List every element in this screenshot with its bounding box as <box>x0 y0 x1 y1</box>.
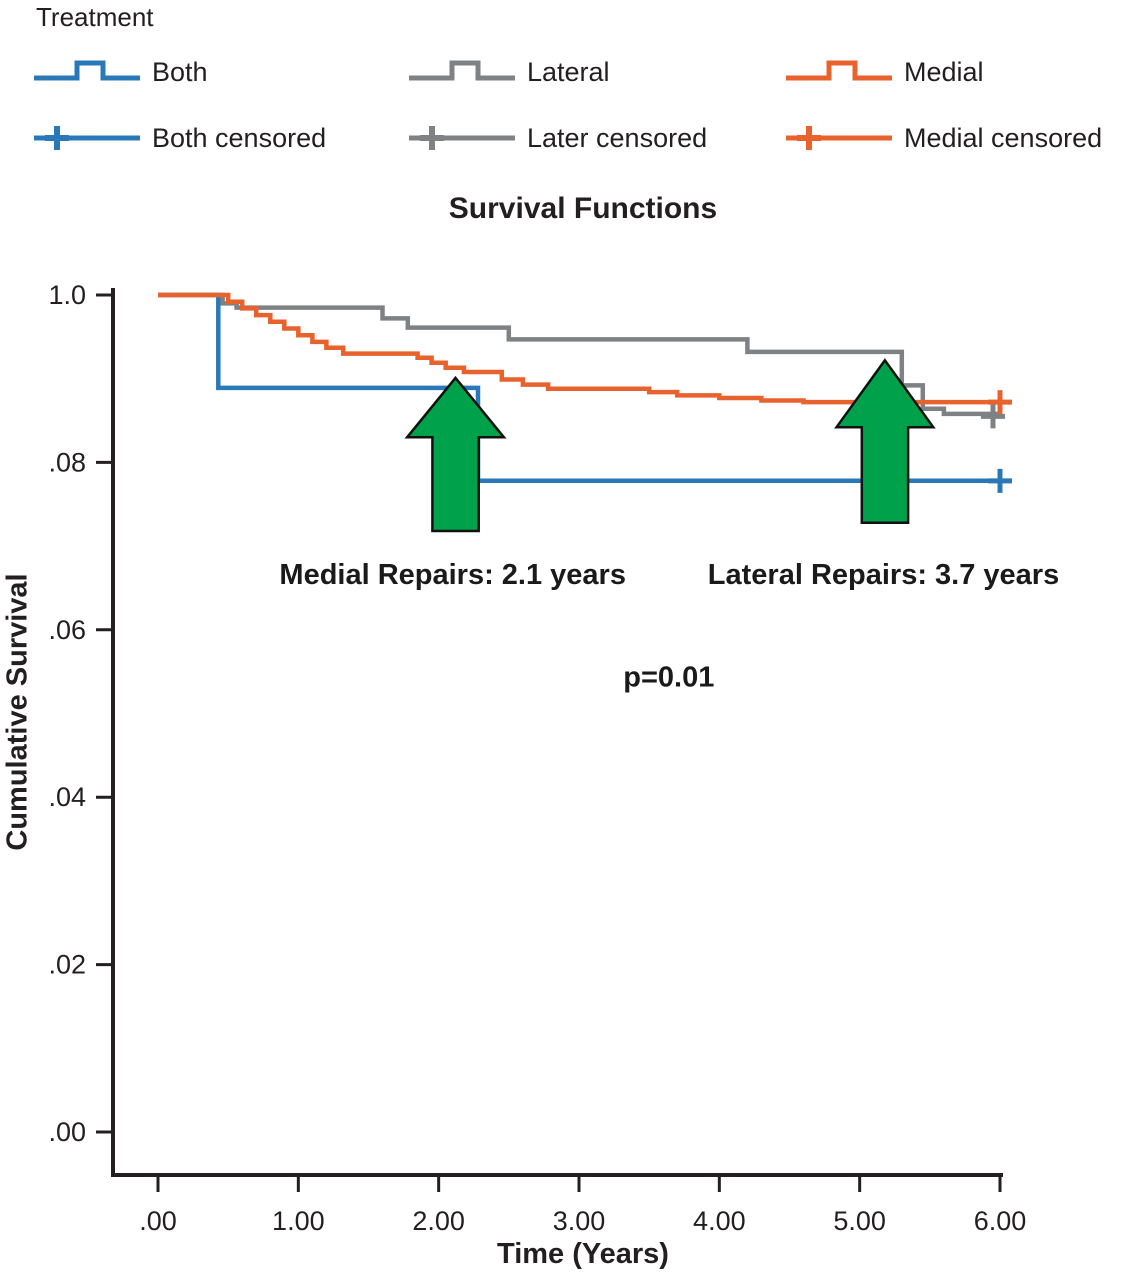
y-axis-label: Cumulative Survival <box>1 573 34 851</box>
green-up-arrow-2 <box>834 358 936 524</box>
legend-entry-both-censored: Both censored <box>33 114 408 162</box>
legend-label: Medial <box>904 56 984 87</box>
censored-marker-both <box>988 468 1012 493</box>
censored-marker-lateral <box>980 404 1005 429</box>
green-up-arrow-1 <box>404 375 507 533</box>
annotation-3: p=0.01 <box>623 662 714 694</box>
x-tick-label: 4.00 <box>693 1206 746 1236</box>
legend-title: Treatment <box>36 2 154 32</box>
x-tick-label: .00 <box>139 1206 177 1236</box>
legend-label: Medial censored <box>904 122 1103 153</box>
legend-entry-lateral: Lateral <box>408 48 785 96</box>
legend-entry-medial-censored: Medial censored <box>785 114 1105 162</box>
legend-entry-both: Both <box>33 48 408 96</box>
y-tick-label: .00 <box>48 1117 86 1147</box>
censored-marker-medial <box>988 390 1012 415</box>
x-tick-label: 2.00 <box>412 1206 465 1236</box>
annotation-2: Lateral Repairs: 3.7 years <box>708 559 1059 591</box>
legend-censored-plus-icon <box>34 126 140 150</box>
x-tick-label: 6.00 <box>974 1206 1027 1236</box>
legend-label: Later censored <box>527 122 708 153</box>
legend-label: Lateral <box>527 56 610 87</box>
y-tick-label: .02 <box>48 950 86 980</box>
y-tick-label: .08 <box>48 447 86 477</box>
legend-step-line-icon <box>34 60 140 81</box>
legend-entry-medial: Medial <box>785 48 1105 96</box>
legend: Both Lateral Medial Both censored Later cens… <box>33 48 1105 162</box>
legend-step-line-icon <box>409 60 515 81</box>
legend-label: Both censored <box>152 122 327 153</box>
x-tick-label: 5.00 <box>833 1206 886 1236</box>
x-tick-label: 1.00 <box>272 1206 325 1236</box>
legend-censored-plus-icon <box>409 126 515 150</box>
chart-title: Survival Functions <box>448 192 718 225</box>
y-tick-label: 1.0 <box>48 280 86 310</box>
x-tick-label: 3.00 <box>553 1206 606 1236</box>
y-tick-label: .04 <box>48 782 86 812</box>
legend-censored-plus-icon <box>786 126 892 150</box>
legend-entry-later-censored: Later censored <box>408 114 785 162</box>
series-line-medial <box>158 292 1000 405</box>
legend-label: Both <box>152 56 208 87</box>
legend-step-line-icon <box>786 60 892 81</box>
y-tick-label: .06 <box>48 615 86 645</box>
annotation-1: Medial Repairs: 2.1 years <box>279 559 626 591</box>
series-line-lateral <box>158 292 1000 417</box>
x-axis-label: Time (Years) <box>497 1238 669 1270</box>
